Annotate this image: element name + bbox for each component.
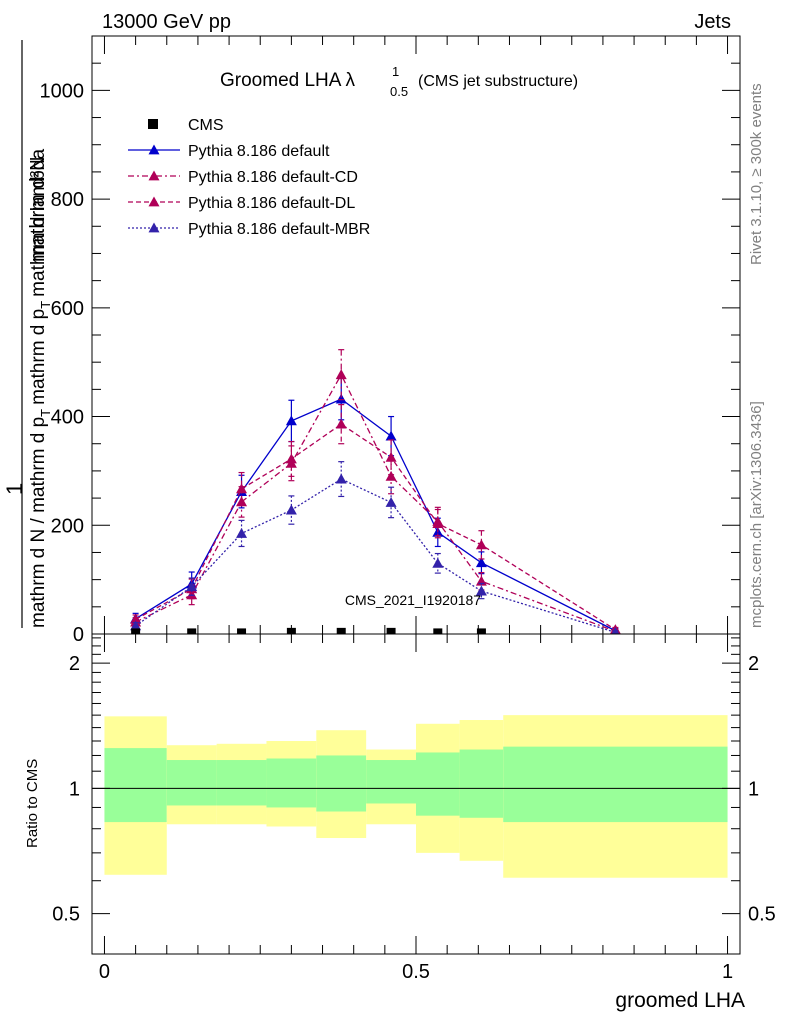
ratio-y-tick-label: 2 xyxy=(69,653,80,675)
main-y-tick-label: 200 xyxy=(51,515,84,537)
data-point xyxy=(432,557,444,568)
legend-label: Pythia 8.186 default xyxy=(188,143,330,160)
ratio-y-tick-label-right: 2 xyxy=(748,653,759,675)
title-sup: 1 xyxy=(392,64,399,79)
main-y-tick-label: 400 xyxy=(51,407,84,429)
data-point xyxy=(130,620,142,631)
data-point xyxy=(130,613,142,624)
legend-marker xyxy=(148,144,160,155)
stat-uncertainty-band xyxy=(316,755,367,812)
main-ylabel: 1 mathrm d²N mathrm d N / mathrm d pTmat… xyxy=(2,40,53,628)
legend-label: Pythia 8.186 default-DL xyxy=(188,195,355,212)
main-y-tick-label: 600 xyxy=(51,298,84,320)
cms-data-point xyxy=(237,628,247,638)
main-title: Groomed LHA λ 1 0.5 (CMS jet substructure… xyxy=(220,64,578,99)
series-3 xyxy=(130,461,621,637)
ylabel-top: 1 xyxy=(2,483,27,495)
data-point xyxy=(385,496,397,507)
ratio-plot-frame xyxy=(91,633,741,955)
legend-label: Pythia 8.186 default-MBR xyxy=(188,221,370,238)
data-point xyxy=(236,483,248,494)
data-point xyxy=(285,453,297,464)
title-suffix: (CMS jet substructure) xyxy=(418,73,578,90)
data-point xyxy=(285,415,297,426)
watermark: CMS_2021_I1920187 xyxy=(345,592,481,608)
data-point xyxy=(335,393,347,404)
main-plot-panel: CMS_2021_I1920187 0 200 400 600 800 1000 xyxy=(40,35,741,646)
ratio-plot-panel: 0.5 0.5 1 1 2 2 0 0.5 1 xyxy=(52,633,776,983)
legend-label-cms: CMS xyxy=(188,117,224,134)
series-line xyxy=(135,478,616,633)
stat-uncertainty-band xyxy=(416,752,460,816)
ratio-xlabel: groomed LHA xyxy=(615,989,745,1012)
data-point xyxy=(335,473,347,484)
ratio-x-tick-label: 0.5 xyxy=(402,961,430,983)
ylabel-numerator: mathrm d²N xyxy=(27,156,49,262)
cms-data-point xyxy=(286,627,296,637)
main-y-tick-label: 800 xyxy=(51,189,84,211)
cms-data-point xyxy=(336,627,346,637)
main-y-tick-label: 0 xyxy=(73,624,84,646)
legend-marker xyxy=(148,170,160,181)
ratio-y-tick-label-right: 0.5 xyxy=(748,904,776,926)
ratio-y-tick-label-right: 1 xyxy=(748,778,759,800)
data-point xyxy=(475,585,487,596)
legend: CMS Pythia 8.186 default Pythia 8.186 defa… xyxy=(128,117,370,238)
title-prefix: Groomed LHA xyxy=(220,70,342,91)
legend-marker-cms xyxy=(148,119,158,129)
cms-data-point xyxy=(386,627,396,637)
data-point xyxy=(475,539,487,550)
stat-uncertainty-band xyxy=(366,760,416,804)
series-line xyxy=(135,423,616,631)
data-point xyxy=(285,504,297,515)
stat-uncertainty-band xyxy=(166,760,217,806)
main-y-tick-label: 1000 xyxy=(40,80,85,102)
series-2 xyxy=(130,403,621,635)
cms-data-point xyxy=(433,628,443,638)
stat-uncertainty-band xyxy=(266,758,317,808)
main-plot-background xyxy=(92,36,740,634)
data-point xyxy=(385,430,397,441)
stat-uncertainty-band xyxy=(503,746,728,823)
cms-data-point xyxy=(476,628,486,638)
legend-label: Pythia 8.186 default-CD xyxy=(188,169,358,186)
mcplots-label: mcplots.cern.ch [arXiv:1306.3436] xyxy=(748,401,765,628)
energy-label: 13000 GeV pp xyxy=(102,11,231,33)
ylabel-denominator: mathrm d N / mathrm d pTmathrm d pTmathr… xyxy=(28,149,53,628)
rivet-label: Rivet 3.1.10, ≥ 300k events xyxy=(748,83,765,265)
legend-marker xyxy=(148,222,160,233)
data-point xyxy=(475,557,487,568)
ratio-y-tick-label: 1 xyxy=(69,778,80,800)
data-point xyxy=(335,418,347,429)
ratio-x-tick-label: 0 xyxy=(99,961,110,983)
cms-data-point xyxy=(187,628,197,638)
title-symbol: λ xyxy=(345,70,355,91)
data-point xyxy=(385,470,397,481)
ratio-ylabel: Ratio to CMS xyxy=(24,759,41,848)
process-label: Jets xyxy=(694,11,731,33)
cms-data-point xyxy=(131,628,141,638)
data-point xyxy=(432,518,444,529)
data-point xyxy=(385,451,397,462)
ratio-x-tick-label: 1 xyxy=(722,961,733,983)
ratio-y-tick-label: 0.5 xyxy=(52,904,80,926)
stat-uncertainty-band xyxy=(459,749,504,818)
data-point xyxy=(186,581,198,592)
stat-uncertainty-band xyxy=(216,760,267,806)
data-point xyxy=(236,527,248,538)
legend-marker xyxy=(148,196,160,207)
title-sub: 0.5 xyxy=(390,84,408,99)
data-point xyxy=(335,369,347,380)
stat-uncertainty-band xyxy=(104,748,167,823)
